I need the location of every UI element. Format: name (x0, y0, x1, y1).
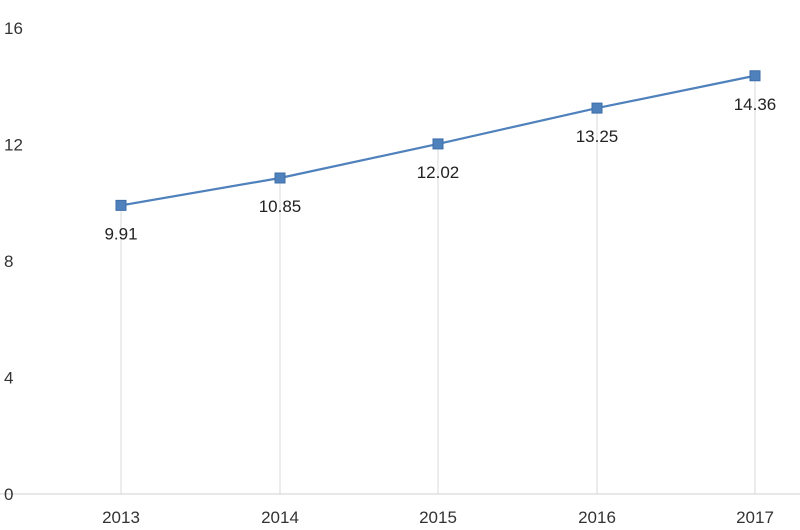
x-tick-label: 2014 (261, 508, 299, 527)
data-label: 10.85 (259, 197, 302, 216)
data-point-marker (432, 138, 444, 150)
data-label-layer: 9.91 10.85 12.02 13.25 14.36 (104, 95, 776, 244)
x-tick-label: 2016 (578, 508, 616, 527)
y-tick-label: 4 (4, 369, 13, 388)
x-tick-label: 2013 (102, 508, 140, 527)
y-tick-label: 12 (4, 136, 23, 155)
data-label: 13.25 (576, 127, 619, 146)
data-point-marker (274, 172, 286, 184)
grid-layer (120, 75, 756, 494)
data-point-marker (749, 70, 761, 82)
data-point-marker (115, 199, 127, 211)
x-tick-label: 2015 (419, 508, 457, 527)
y-tick-label: 0 (4, 485, 13, 504)
x-tick-label: 2017 (736, 508, 774, 527)
axis-layer: 0 4 8 12 16 2013 2014 2015 2016 2017 (0, 19, 800, 527)
data-point-marker (591, 102, 603, 114)
y-tick-label: 16 (4, 19, 23, 38)
y-tick-label: 8 (4, 252, 13, 271)
data-label: 12.02 (417, 163, 460, 182)
series-layer (115, 70, 761, 211)
data-label: 9.91 (104, 224, 137, 243)
data-label: 14.36 (734, 95, 777, 114)
